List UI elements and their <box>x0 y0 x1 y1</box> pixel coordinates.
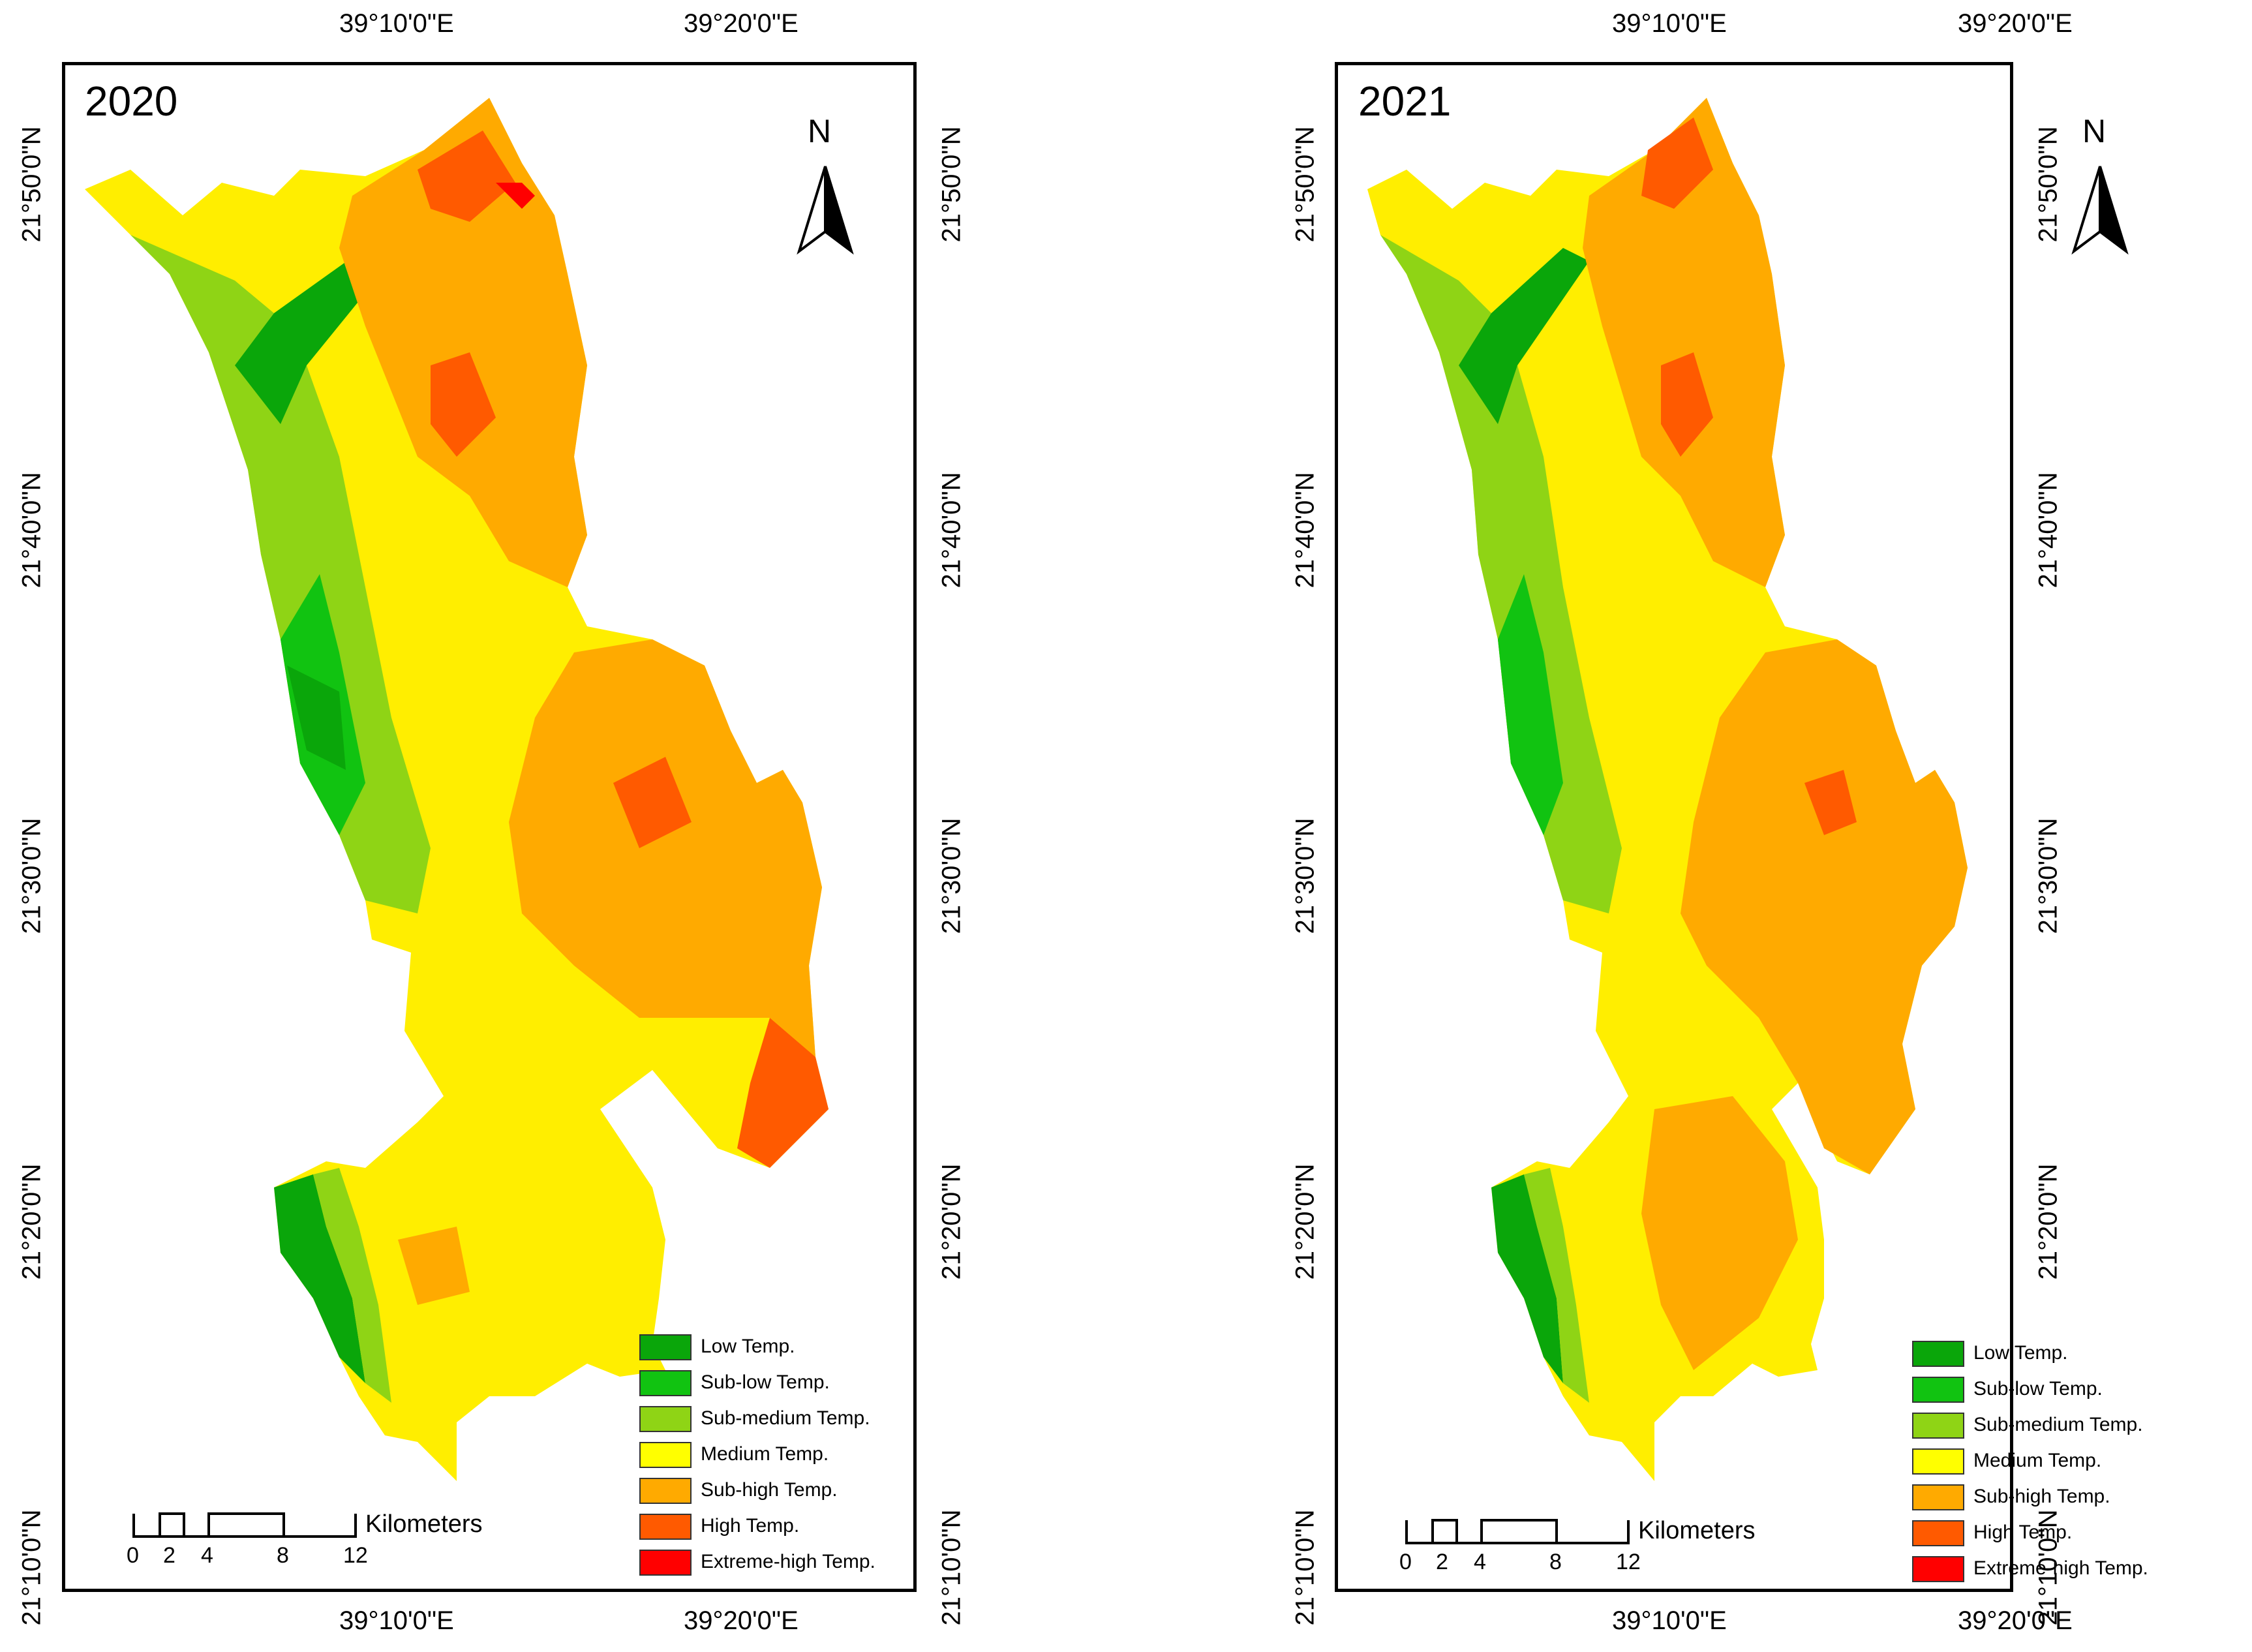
north-arrow-label: N <box>2082 113 2107 149</box>
legend-label: Medium Temp. <box>1973 1450 2102 1471</box>
legend-item: Sub-high Temp. <box>639 1478 939 1508</box>
city-region <box>1367 98 1968 1481</box>
map-year-title: 2020 <box>85 78 178 125</box>
lon-label-bottom: 39°10'0"E <box>1612 1606 1727 1635</box>
lon-label-top: 39°20'0"E <box>1958 9 2073 38</box>
lon-label-bottom: 39°20'0"E <box>1958 1606 2073 1635</box>
legend-label: Sub-low Temp. <box>1973 1378 2103 1400</box>
legend-label: Low Temp. <box>1973 1342 2068 1364</box>
legend-label: Extreme-high Temp. <box>1973 1557 2148 1579</box>
legend-swatch <box>1912 1448 1964 1475</box>
scale-tick: 4 <box>201 1543 213 1568</box>
legend-label: Sub-low Temp. <box>701 1371 830 1393</box>
legend-label: Medium Temp. <box>701 1443 829 1465</box>
city-region <box>85 98 829 1481</box>
lon-label-top: 39°10'0"E <box>1612 9 1727 38</box>
scale-tick: 8 <box>277 1543 289 1568</box>
legend-swatch <box>639 1514 692 1540</box>
scale-tick: 12 <box>343 1543 368 1568</box>
legend-label: Extreme-high Temp. <box>701 1551 875 1572</box>
legend-label: High Temp. <box>1973 1522 2073 1543</box>
legend-item: Sub-high Temp. <box>1912 1484 2212 1514</box>
legend-label: Sub-high Temp. <box>1973 1486 2110 1507</box>
legend-item: Sub-medium Temp. <box>1912 1413 2212 1443</box>
scale-tick: 8 <box>1549 1550 1562 1574</box>
legend-swatch <box>639 1478 692 1504</box>
legend-swatch <box>1912 1520 1964 1546</box>
legend-swatch <box>639 1550 692 1576</box>
legend-swatch <box>1912 1377 1964 1403</box>
legend-item: Medium Temp. <box>1912 1448 2212 1478</box>
lst-map-2021 <box>1367 98 1968 1481</box>
scale-tick: 4 <box>1474 1550 1486 1574</box>
legend-swatch <box>1912 1413 1964 1439</box>
legend-item: Low Temp. <box>1912 1341 2212 1371</box>
map-panel-2021: 2021 N 21°50'0"N 21°40'0"N 21°30'0"N 21°… <box>1126 0 2252 1652</box>
legend-item: Sub-low Temp. <box>1912 1377 2212 1407</box>
legend-label: Sub-high Temp. <box>701 1479 838 1501</box>
scale-tick: 12 <box>1616 1550 1641 1574</box>
scale-unit: Kilometers <box>1638 1517 1756 1544</box>
scale-bar <box>1405 1519 1630 1544</box>
map-year-title: 2021 <box>1358 78 1452 125</box>
legend-item: High Temp. <box>1912 1520 2212 1550</box>
scale-bar <box>132 1512 357 1538</box>
legend-swatch <box>1912 1556 1964 1582</box>
legend-item: Extreme-high Temp. <box>1912 1556 2212 1586</box>
legend-swatch <box>1912 1484 1964 1510</box>
lon-label-bottom: 39°20'0"E <box>684 1606 799 1635</box>
legend: Low Temp. Sub-low Temp. Sub-medium Temp.… <box>1912 1341 2186 1589</box>
legend-item: Low Temp. <box>639 1334 939 1364</box>
legend-label: High Temp. <box>701 1515 800 1537</box>
legend-label: Sub-medium Temp. <box>701 1407 870 1429</box>
legend-swatch <box>639 1370 692 1396</box>
legend-label: Sub-medium Temp. <box>1973 1414 2143 1435</box>
legend-item: High Temp. <box>639 1514 939 1544</box>
scale-tick: 0 <box>127 1543 139 1568</box>
legend-item: Sub-medium Temp. <box>639 1406 939 1436</box>
legend: Low Temp. Sub-low Temp. Sub-medium Temp.… <box>639 1334 913 1582</box>
north-arrow-label: N <box>808 113 832 149</box>
scale-tick: 2 <box>163 1543 175 1568</box>
legend-swatch <box>639 1442 692 1468</box>
scale-tick: 0 <box>1399 1550 1412 1574</box>
lon-label-top: 39°20'0"E <box>684 9 799 38</box>
legend-swatch <box>1912 1341 1964 1367</box>
legend-item: Extreme-high Temp. <box>639 1550 939 1580</box>
legend-swatch <box>639 1406 692 1432</box>
map-panel-2020: 2020 N 21°50'0"N 21°40'0"N 21°30'0"N 21°… <box>17 9 966 1635</box>
scale-tick: 2 <box>1436 1550 1448 1574</box>
legend-item: Sub-low Temp. <box>639 1370 939 1400</box>
lon-label-top: 39°10'0"E <box>339 9 454 38</box>
legend-swatch <box>639 1334 692 1360</box>
lon-label-bottom: 39°10'0"E <box>339 1606 454 1635</box>
legend-item: Medium Temp. <box>639 1442 939 1472</box>
scale-unit: Kilometers <box>365 1510 483 1538</box>
lst-map-2020 <box>85 98 829 1481</box>
legend-label: Low Temp. <box>701 1336 795 1357</box>
